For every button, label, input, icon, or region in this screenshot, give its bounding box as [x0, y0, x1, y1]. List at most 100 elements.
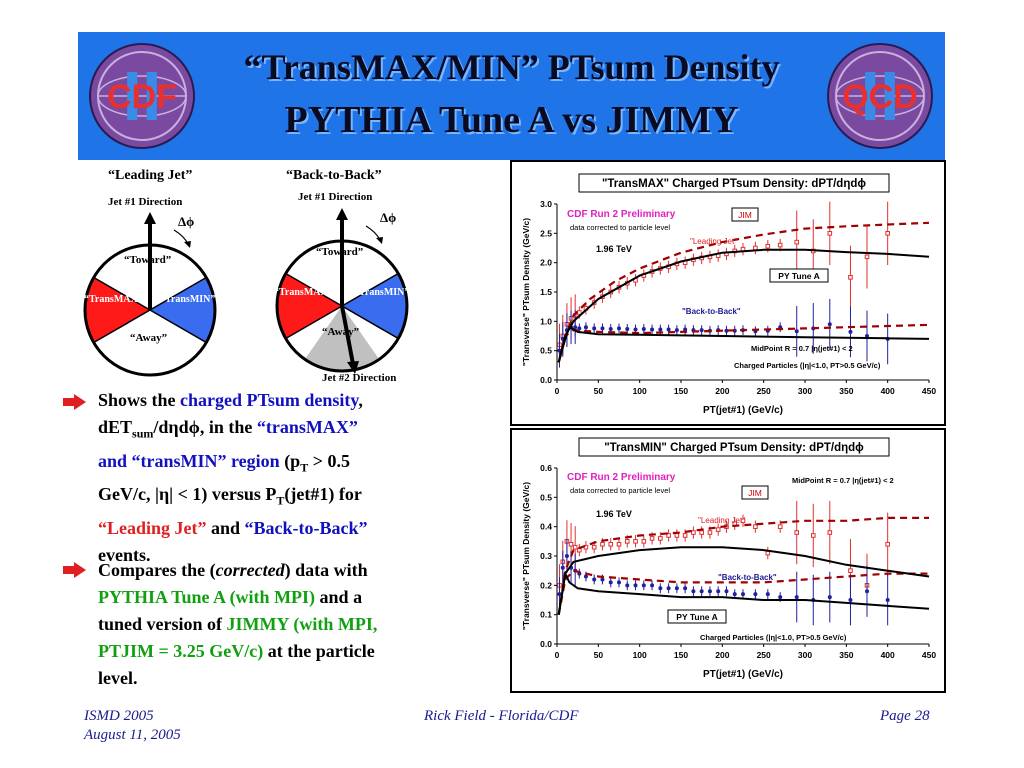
y-tick-label: 0.4	[540, 522, 552, 532]
y-tick-label: 0.5	[540, 346, 552, 356]
annot-jim-box	[731, 207, 759, 222]
leading-transmax-region	[84, 277, 150, 343]
x-axis-label: PT(jet#1) (GeV/c)	[703, 405, 783, 416]
back-to-back-point	[633, 583, 638, 588]
annot-preliminary: CDF Run 2 Preliminary	[567, 209, 676, 220]
pythia-curve	[557, 325, 930, 363]
bullet-1: Shows the charged PTsum density, dETsum/…	[98, 390, 368, 565]
b2b-jet2-arrow	[340, 305, 355, 365]
x-tick-label: 0	[555, 650, 560, 660]
back-to-back-point	[848, 329, 853, 334]
back-to-back-point	[666, 327, 671, 332]
b2b-jet1-direction: Jet #1 Direction	[298, 191, 373, 203]
back-to-back-point	[848, 598, 853, 602]
back-to-back-point	[666, 586, 671, 591]
back-to-back-point	[724, 328, 729, 333]
back-to-back-point	[557, 592, 562, 597]
b2b-transmax-label: “TransMAX”	[274, 287, 333, 298]
annot-particles: Charged Particles (|η|<1.0, PT>0.5 GeV/c…	[700, 633, 847, 642]
back-to-back-point	[778, 595, 783, 600]
leading-jet-point	[794, 239, 800, 245]
leading-jet-point	[848, 568, 853, 573]
back-to-back-point	[564, 554, 569, 558]
leading-jet-point	[682, 533, 688, 538]
back-to-back-point	[583, 325, 588, 330]
x-tick-label: 200	[715, 650, 729, 660]
annot-particles: Charged Particles (|η|<1.0, PT>0.5 GeV/c…	[734, 361, 881, 370]
logo-numeral-right: II	[861, 57, 900, 135]
back-to-back-point	[625, 326, 630, 331]
back-to-back-point	[608, 326, 613, 331]
leading-jet-point	[600, 541, 605, 547]
leading-jet-point	[777, 242, 783, 248]
pythia-curve	[557, 570, 930, 615]
transmax-chart: "TransMAX" Charged PTsum Density: dPT/dη…	[521, 173, 936, 416]
leading-jet-point	[649, 536, 655, 541]
leading-transmin-region	[150, 277, 216, 343]
back-to-back-point	[707, 589, 712, 594]
footer-page-number: Page 28	[880, 708, 930, 724]
leading-jet-point	[633, 539, 638, 544]
cdf-logo: II CDF	[86, 40, 198, 152]
annot-midpoint: MidPoint R = 0.7 |η(jet#1) < 2	[751, 344, 853, 353]
back-to-back-point	[641, 326, 646, 331]
leading-jet-point	[666, 533, 671, 538]
back-to-back-point	[592, 577, 597, 582]
annot-leading-jet: "Leading Jet"	[698, 516, 745, 525]
leading-jet-point	[765, 243, 771, 249]
logo-right-text: QCD	[842, 78, 918, 116]
b2b-transmax-region	[276, 273, 342, 339]
back-to-back-point	[691, 589, 696, 594]
y-tick-label: 0.5	[540, 492, 552, 502]
back-to-back-point	[827, 322, 832, 327]
back-to-back-point	[699, 328, 704, 333]
annot-preliminary: CDF Run 2 Preliminary	[567, 472, 676, 483]
leading-jet-point	[740, 518, 746, 524]
leading-jet-point	[568, 541, 574, 547]
y-axis-label: "Transverse" PTsum Density (GeV/c)	[521, 482, 531, 630]
leading-jet-point	[827, 530, 833, 535]
x-tick-label: 400	[881, 650, 895, 660]
leading-jet-point	[691, 530, 696, 535]
leading-jet-point	[753, 245, 758, 251]
annot-pytune-box	[667, 609, 727, 624]
back-to-back-point	[650, 327, 655, 332]
b2b-jet2-direction: Jet #2 Direction	[322, 372, 397, 384]
footer-conference: ISMD 2005	[84, 708, 154, 724]
jimmy-curve	[557, 323, 930, 363]
back-to-back-point	[650, 583, 655, 588]
back-to-back-point	[600, 326, 605, 331]
footer-date: August 11, 2005	[84, 727, 181, 743]
annot-jim-box	[741, 485, 769, 500]
back-to-back-point	[827, 595, 832, 600]
logo-left-text: CDF	[107, 78, 177, 116]
back-to-back-point	[724, 589, 729, 594]
back-to-back-point	[741, 592, 745, 597]
back-to-back-point	[608, 580, 613, 585]
b2b-toward-label: “Toward”	[316, 246, 364, 258]
qcd-logo: II QCD	[824, 40, 936, 152]
chart-title: "TransMAX" Charged PTsum Density: dPT/dη…	[602, 178, 866, 190]
annot-jim: JIM	[748, 488, 762, 498]
back-to-back-point	[794, 329, 799, 334]
y-tick-label: 3.0	[540, 199, 552, 209]
pythia-curve	[557, 546, 930, 615]
x-tick-label: 350	[839, 386, 853, 396]
back-to-back-point	[716, 589, 721, 594]
back-to-back-point	[683, 327, 688, 332]
slide-title-line2: PYTHIA Tune A vs JIMMY	[284, 99, 739, 141]
back-to-back-point	[617, 326, 621, 331]
back-to-back-point	[658, 586, 663, 591]
leading-jet-point	[715, 527, 721, 532]
bullet-arrow-icon	[63, 394, 86, 410]
leading-jet-point	[699, 530, 704, 535]
annot-back-to-back: "Back-to-Back"	[718, 573, 777, 582]
pythia-curve	[557, 248, 930, 363]
leading-jet1-direction: Jet #1 Direction	[108, 196, 183, 208]
transmin-chart-panel: "TransMIN" Charged PTsum Density: dPT/dη…	[510, 428, 946, 693]
back-to-back-point	[885, 598, 890, 602]
chart-title: "TransMIN" Charged PTsum Density: dPT/dη…	[604, 442, 864, 454]
leading-jet-point	[827, 231, 833, 236]
y-tick-label: 2.5	[540, 228, 552, 238]
title-banner: II CDF “TransMAX/MIN” PTsum Density PYTH…	[78, 32, 945, 160]
